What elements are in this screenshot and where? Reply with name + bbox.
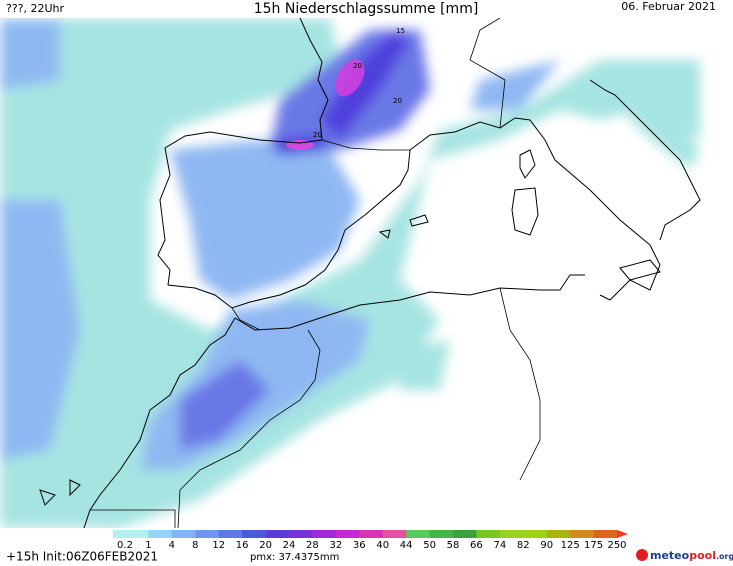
brand-part: .org xyxy=(716,552,733,561)
legend-label: 250 xyxy=(607,540,626,551)
contour-label: 20 xyxy=(353,62,362,70)
brand-part: pool xyxy=(689,549,716,562)
legend-swatch xyxy=(335,530,360,538)
legend-swatch xyxy=(265,530,290,538)
legend-swatch xyxy=(289,530,313,538)
legend-swatch xyxy=(195,530,220,538)
legend-label: 125 xyxy=(561,540,580,551)
legend-label: 44 xyxy=(400,540,413,551)
legend-label: 40 xyxy=(376,540,389,551)
legend-swatch xyxy=(499,530,524,538)
coastlines xyxy=(39,18,701,528)
legend-label: 36 xyxy=(353,540,366,551)
legend-label: 58 xyxy=(447,540,460,551)
legend-swatch xyxy=(359,530,384,538)
legend-label: 32 xyxy=(329,540,342,551)
legend-swatch xyxy=(453,530,477,538)
legend-label: 20 xyxy=(259,540,272,551)
pmx-label: pmx: 37.4375mm xyxy=(250,552,339,563)
legend-swatch xyxy=(570,530,595,538)
init-label: +15h Init:06Z06FEB2021 xyxy=(6,550,158,564)
legend-label: 8 xyxy=(192,540,198,551)
contour-label: 15 xyxy=(396,27,405,35)
logo-icon xyxy=(636,549,648,561)
legend-label: 28 xyxy=(306,540,319,551)
brand-part: meteo xyxy=(650,549,690,562)
contour-label: 20 xyxy=(393,97,402,105)
legend-swatch xyxy=(148,530,173,538)
time-label: ???, 22Uhr xyxy=(6,2,65,15)
legend-swatch xyxy=(382,530,407,538)
legend-label: 66 xyxy=(470,540,483,551)
legend-label: 16 xyxy=(236,540,249,551)
legend-swatch xyxy=(523,530,548,538)
legend-swatch xyxy=(476,530,501,538)
date-label: 06. Februar 2021 xyxy=(621,0,716,13)
legend-label: 1 xyxy=(145,540,151,551)
legend-label: 4 xyxy=(169,540,175,551)
legend-swatch xyxy=(125,530,149,538)
legend-swatch xyxy=(429,530,454,538)
precipitation-field xyxy=(0,18,700,528)
legend: 0.2 1 4 8 12 16 20 24 28 32 36 40 44 50 58 66 74 82 90 125 1… xyxy=(113,530,628,551)
legend-swatch xyxy=(218,530,243,538)
legend-swatch xyxy=(113,530,125,538)
legend-swatch xyxy=(546,530,571,538)
legend-swatch xyxy=(312,530,337,538)
brand[interactable]: meteopool.org xyxy=(650,549,733,562)
legend-label: 175 xyxy=(584,540,603,551)
legend-swatch xyxy=(171,530,196,538)
legend-label: 50 xyxy=(423,540,436,551)
legend-label: 90 xyxy=(540,540,553,551)
legend-swatch xyxy=(242,530,267,538)
legend-label: 12 xyxy=(212,540,225,551)
legend-swatch xyxy=(406,530,431,538)
legend-label: 0.2 xyxy=(117,540,133,551)
legend-label: 74 xyxy=(493,540,506,551)
title: 15h Niederschlagssumme [mm] xyxy=(254,1,479,17)
legend-arrow xyxy=(617,530,628,538)
legend-label: 24 xyxy=(283,540,296,551)
legend-swatch xyxy=(593,530,618,538)
legend-label: 82 xyxy=(517,540,530,551)
contour-label: 20 xyxy=(313,131,322,139)
map: 15 20 20 20 xyxy=(0,18,733,528)
